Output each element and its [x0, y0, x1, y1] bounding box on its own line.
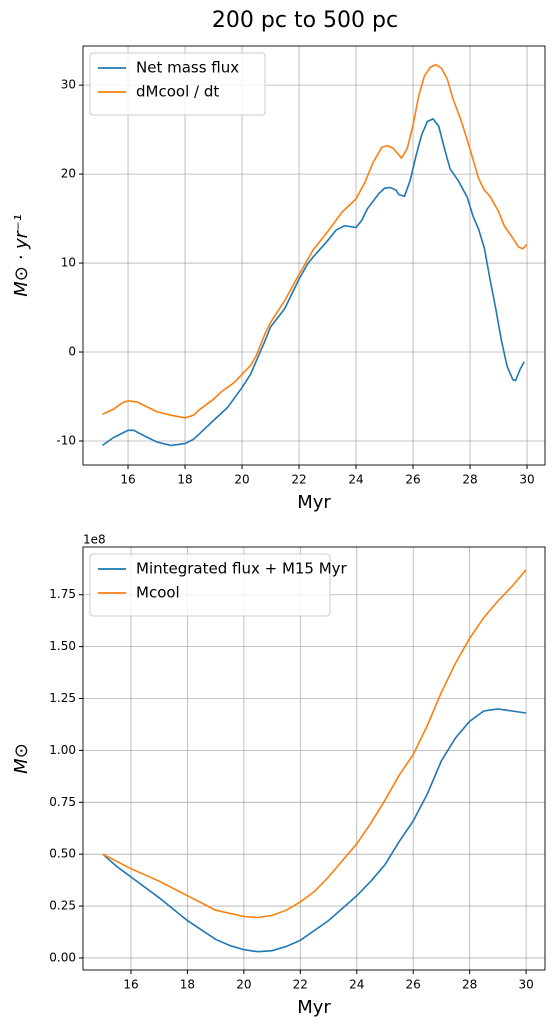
y-tick-label: 1.00: [49, 743, 76, 757]
y-tick-label: 0.00: [49, 950, 76, 964]
series-line: [101, 117, 525, 447]
y-tick-label: 0.50: [49, 847, 76, 861]
x-tick-label: 30: [519, 473, 534, 487]
x-tick-label: 18: [180, 978, 195, 992]
offset-text: 1e8: [83, 533, 106, 547]
y-tick-label: 1.50: [49, 639, 76, 653]
y-axis-label: M⊙ · yr⁻¹: [11, 214, 32, 297]
x-tick-label: 18: [177, 473, 192, 487]
x-tick-label: 28: [462, 473, 477, 487]
y-axis-label: M⊙: [11, 743, 32, 774]
x-tick-label: 28: [462, 978, 477, 992]
x-tick-label: 22: [291, 473, 306, 487]
y-tick-label: 0: [68, 345, 76, 359]
y-tick-label: 20: [61, 167, 76, 181]
x-tick-label: 20: [234, 473, 249, 487]
legend-label: Net mass flux: [136, 59, 239, 77]
figure-title: 200 pc to 500 pc: [212, 8, 398, 33]
legend-box: [89, 553, 331, 617]
series-line: [102, 708, 527, 953]
y-tick-label: 1.25: [49, 691, 76, 705]
x-tick-label: 16: [123, 978, 138, 992]
x-axis-label: Myr: [297, 492, 331, 513]
legend-box: [89, 52, 266, 116]
series-line: [102, 569, 527, 919]
legend-label: Mcool: [136, 584, 180, 602]
x-tick-label: 20: [236, 978, 251, 992]
y-tick-label: -10: [56, 433, 76, 447]
x-tick-label: 26: [405, 473, 420, 487]
y-tick-label: 10: [61, 256, 76, 270]
x-tick-label: 22: [293, 978, 308, 992]
x-axis-label: Myr: [297, 997, 331, 1018]
legend-label: Mintegrated flux + M15 Myr: [136, 560, 348, 578]
x-tick-label: 24: [348, 473, 363, 487]
x-tick-label: 16: [120, 473, 135, 487]
axes-frame: [82, 45, 546, 466]
y-tick-label: 30: [61, 78, 76, 92]
y-tick-label: 0.75: [49, 795, 76, 809]
x-tick-label: 24: [349, 978, 364, 992]
legend-label: dMcool / dt: [136, 83, 219, 101]
series-line: [102, 63, 528, 419]
y-tick-label: 0.25: [49, 899, 76, 913]
x-tick-label: 26: [406, 978, 421, 992]
y-tick-label: 1.75: [49, 587, 76, 601]
x-tick-label: 30: [518, 978, 533, 992]
axes-frame: [82, 546, 546, 971]
